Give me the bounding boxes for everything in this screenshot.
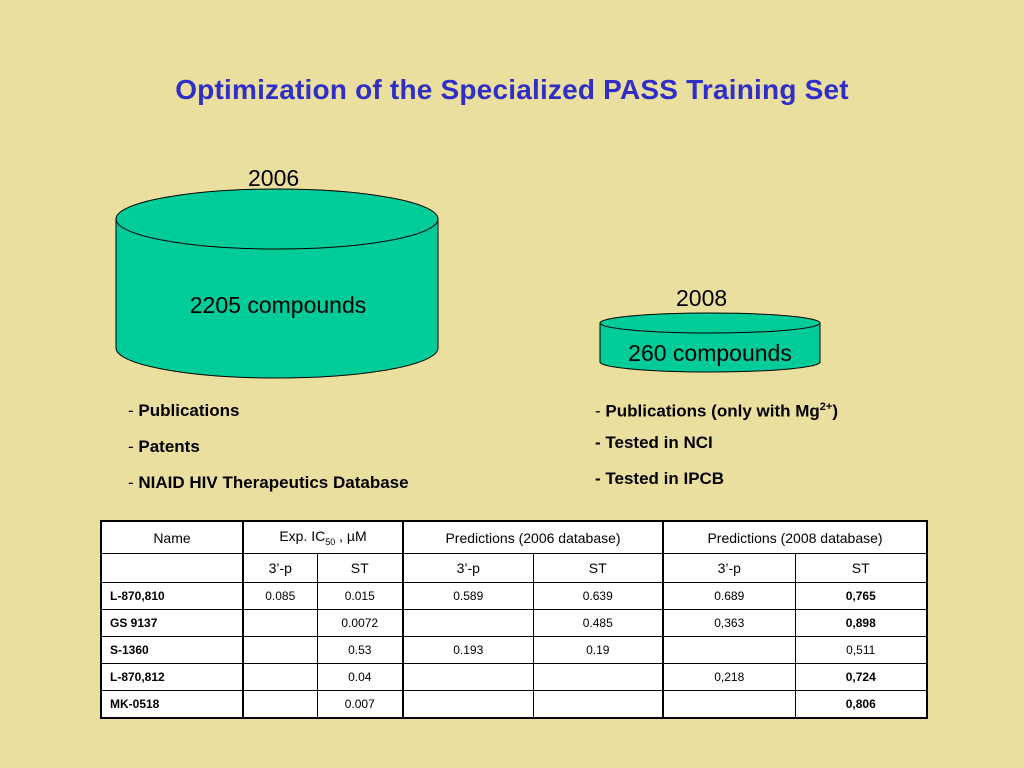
col-header-pred-2006: Predictions (2006 database) xyxy=(402,520,664,554)
year-2006-label: 2006 xyxy=(248,165,300,191)
subheader-cell: 3’-p xyxy=(662,553,796,583)
list-item: - Tested in NCI xyxy=(595,433,713,452)
subheader-cell: ST xyxy=(316,553,404,583)
database-2006-cylinder-icon xyxy=(115,188,439,379)
table-row: MK-0518 0.007 0,806 xyxy=(100,690,928,719)
col-header-name: Name xyxy=(100,520,244,554)
list-item: - Publications xyxy=(128,401,240,420)
database-2008-cylinder-icon xyxy=(599,312,821,373)
slide-title: Optimization of the Specialized PASS Tra… xyxy=(175,74,849,105)
list-item: - Publications (only with Mg2+) xyxy=(595,401,838,421)
database-2006-count: 2205 compounds xyxy=(189,292,367,318)
table-row: L-870,812 0.04 0,218 0,724 xyxy=(100,663,928,691)
list-item: - NIAID HIV Therapeutics Database xyxy=(128,473,409,492)
sources-2006-list: - Publications - Patents - NIAID HIV The… xyxy=(128,401,409,509)
database-2008-count: 260 compounds xyxy=(628,340,792,366)
col-header-pred-2008: Predictions (2008 database) xyxy=(662,520,928,554)
subheader-cell: 3’-p xyxy=(242,553,318,583)
results-table: Name Exp. IC50 , µM Predictions (2006 da… xyxy=(100,520,928,719)
subheader-cell: 3’-p xyxy=(402,553,534,583)
table-header-row: Name Exp. IC50 , µM Predictions (2006 da… xyxy=(100,520,928,554)
sources-2008-list: - Publications (only with Mg2+) - Tested… xyxy=(595,397,838,505)
table-row: L-870,810 0.085 0.015 0.589 0.639 0.689 … xyxy=(100,582,928,610)
list-item: - Tested in IPCB xyxy=(595,469,725,488)
subheader-cell: ST xyxy=(794,553,928,583)
table-row: S-1360 0.53 0.193 0.19 0,511 xyxy=(100,636,928,664)
table-subheader-row: 3’-p ST 3’-p ST 3’-p ST xyxy=(100,553,928,583)
table-row: GS 9137 0.0072 0.485 0,363 0,898 xyxy=(100,609,928,637)
year-2008-label: 2008 xyxy=(676,285,728,311)
col-header-exp-ic50: Exp. IC50 , µM xyxy=(242,520,404,554)
list-item: - Patents xyxy=(128,437,200,456)
subheader-cell: ST xyxy=(532,553,664,583)
